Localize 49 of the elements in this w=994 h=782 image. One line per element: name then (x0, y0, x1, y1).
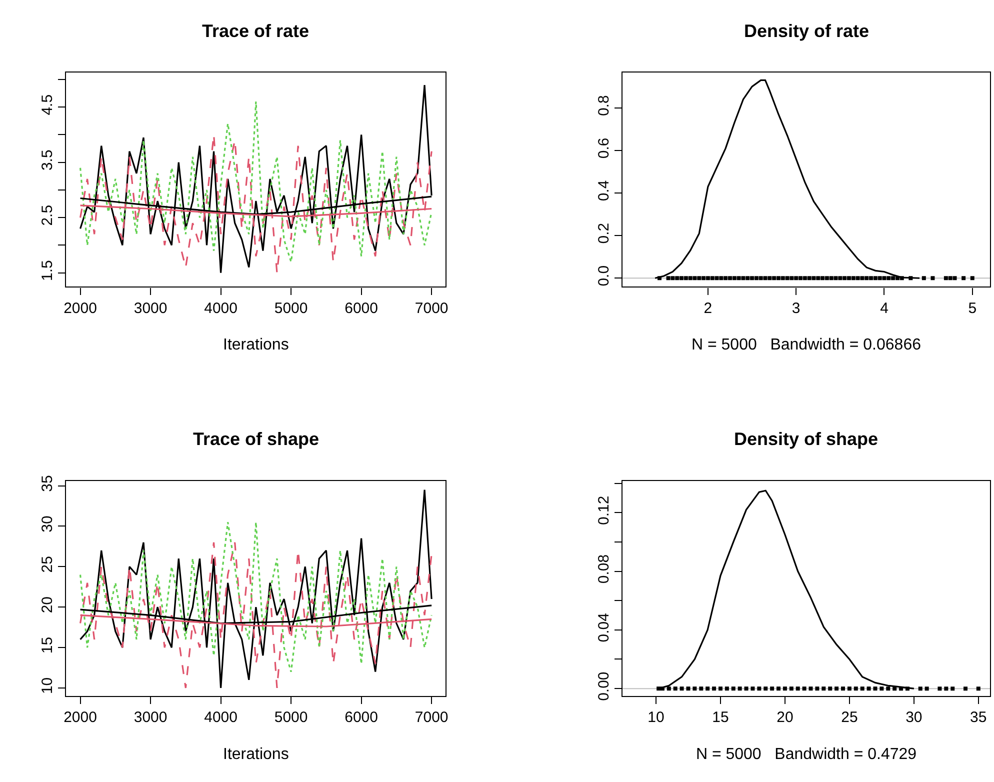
y-tick-label: 0.8 (595, 95, 612, 116)
x-tick-label: 4000 (204, 709, 238, 726)
y-tick-label: 1.5 (39, 260, 56, 282)
y-tick-label: 3.5 (39, 150, 56, 171)
y-tick-label: 25 (39, 556, 56, 573)
x-tick-label: 4000 (204, 300, 238, 317)
x-axis-title: Iterations (223, 336, 289, 354)
x-axis-title: N = 5000 Bandwidth = 0.06866 (691, 336, 922, 354)
x-tick-label: 7000 (414, 300, 448, 317)
chart-title: Trace of shape (193, 429, 320, 449)
chart-title: Trace of rate (202, 21, 310, 41)
x-tick-label: 5000 (274, 300, 308, 317)
chart-title: Density of rate (744, 21, 870, 41)
x-tick-label: 35 (970, 709, 987, 726)
x-tick-label: 6000 (344, 709, 378, 726)
y-tick-label: 0.2 (595, 222, 612, 244)
y-tick-label: 30 (39, 516, 56, 532)
x-tick-label: 2 (704, 300, 712, 317)
x-axis-title: Iterations (223, 746, 289, 763)
x-tick-label: 3 (792, 300, 800, 317)
x-tick-label: 30 (906, 709, 922, 726)
x-tick-label: 6000 (344, 300, 378, 317)
y-tick-label: 10 (39, 677, 56, 694)
y-tick-label: 20 (39, 596, 56, 614)
y-tick-label: 0.12 (595, 496, 612, 525)
chart-title: Density of shape (734, 429, 878, 449)
x-tick-label: 2000 (64, 709, 97, 726)
x-tick-label: 10 (648, 709, 664, 726)
y-tick-label: 4.5 (39, 94, 56, 116)
x-tick-label: 2000 (64, 300, 97, 317)
x-tick-label: 3000 (134, 300, 168, 317)
x-tick-label: 3000 (134, 709, 168, 726)
y-tick-label: 0.6 (595, 138, 612, 159)
x-axis-title: N = 5000 Bandwidth = 0.4729 (696, 746, 917, 763)
x-tick-label: 25 (841, 709, 858, 726)
y-tick-label: 0.0 (595, 265, 612, 286)
x-tick-label: 5000 (274, 709, 308, 726)
y-tick-label: 0.04 (595, 613, 612, 642)
y-tick-label: 0.4 (595, 180, 612, 202)
x-tick-label: 4 (880, 300, 888, 317)
y-tick-label: 2.5 (39, 204, 56, 226)
x-tick-label: 15 (712, 709, 729, 726)
y-tick-label: 35 (39, 475, 56, 492)
x-tick-label: 20 (776, 709, 794, 726)
y-tick-label: 15 (39, 636, 56, 654)
x-tick-label: 5 (968, 300, 977, 317)
y-tick-label: 0.00 (595, 672, 612, 701)
y-tick-label: 0.08 (595, 554, 612, 584)
x-tick-label: 7000 (414, 709, 448, 726)
